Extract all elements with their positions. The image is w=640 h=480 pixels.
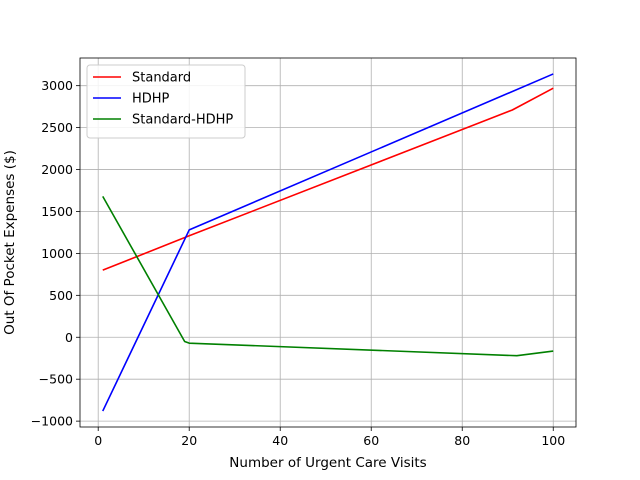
y-axis-label: Out Of Pocket Expenses ($) [2, 150, 18, 335]
x-tick-label: 0 [94, 433, 102, 448]
x-axis-label: Number of Urgent Care Visits [229, 455, 426, 471]
legend: Standard HDHP Standard-HDHP [86, 64, 246, 139]
legend-label: Standard [132, 71, 191, 86]
x-tick-label: 60 [363, 433, 379, 448]
y-tick-label: 3000 [41, 78, 73, 93]
y-tick-label: 1000 [41, 246, 73, 261]
y-tick-label: 0 [65, 330, 73, 345]
plot-frame [79, 57, 577, 428]
x-tick-label: 80 [454, 433, 470, 448]
series-lines [102, 73, 554, 412]
series-line-3 [102, 195, 554, 357]
series-line-1 [102, 87, 554, 271]
y-tick-label: 2000 [41, 162, 73, 177]
y-tick-label: 2500 [41, 120, 73, 135]
y-tick-label: 1500 [41, 204, 73, 219]
legend-label: Standard-HDHP [132, 113, 233, 128]
series-line-2 [102, 73, 554, 412]
legend-box [86, 64, 246, 139]
axis-ticks: 0 20 40 60 80 100 −1000 −500 0 500 1000 1500 2000 250… [31, 78, 566, 448]
x-tick-label: 20 [181, 433, 197, 448]
grid [80, 58, 576, 427]
y-tick-label: 500 [49, 288, 73, 303]
x-tick-label: 40 [272, 433, 288, 448]
y-tick-label: −500 [39, 372, 73, 387]
x-tick-label: 100 [541, 433, 565, 448]
y-tick-label: −1000 [31, 414, 73, 429]
legend-label: HDHP [132, 92, 170, 107]
